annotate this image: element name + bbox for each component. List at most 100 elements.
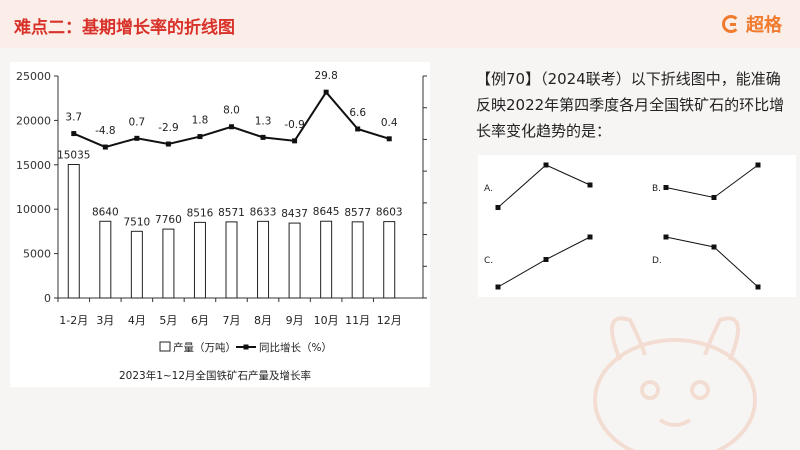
x-tick-label: 10月 xyxy=(314,314,339,327)
x-tick-label: 6月 xyxy=(191,314,209,327)
growth-point xyxy=(260,134,266,140)
bar-production xyxy=(130,230,143,299)
bar-value-label: 8603 xyxy=(376,207,403,219)
option-trend-point xyxy=(663,185,669,190)
bar-production xyxy=(99,220,112,299)
bar-value-label: 8516 xyxy=(187,207,214,219)
option-trend-point xyxy=(587,234,593,240)
x-tick-label: 7月 xyxy=(223,314,241,327)
growth-value-label: -2.9 xyxy=(158,122,179,134)
logo-text: 超格 xyxy=(746,15,782,36)
bar-production xyxy=(225,221,238,299)
option-trend-point xyxy=(495,205,501,210)
option-trend-point xyxy=(663,234,669,240)
brand-logo: 超格 xyxy=(722,11,782,37)
option-trend-line xyxy=(665,164,759,199)
option-trend-point xyxy=(711,195,717,200)
left-tick-label: 25000 xyxy=(16,70,51,83)
growth-value-label: 1.8 xyxy=(192,115,209,127)
x-tick-label: 9月 xyxy=(286,314,304,327)
growth-point xyxy=(134,135,140,141)
bar-production xyxy=(320,220,333,299)
bar-value-label: 8640 xyxy=(92,206,119,218)
option-b[interactable]: B. xyxy=(652,162,761,201)
bar-production xyxy=(383,221,396,299)
left-tick-label: 20000 xyxy=(16,114,51,127)
option-d[interactable]: D. xyxy=(652,234,761,290)
bar-production xyxy=(193,221,206,299)
bar-production xyxy=(257,220,270,299)
growth-point xyxy=(165,141,171,147)
growth-value-label: 8.0 xyxy=(223,105,240,117)
growth-value-label: 0.4 xyxy=(381,117,398,129)
option-trend-point xyxy=(711,244,717,250)
left-tick-label: 10000 xyxy=(16,203,51,216)
legend-bar-swatch xyxy=(159,341,171,352)
growth-point xyxy=(386,136,392,142)
growth-value-label: -4.8 xyxy=(95,125,116,137)
options-panel: A. B. C. D. xyxy=(478,155,796,297)
growth-value-label: 3.7 xyxy=(65,112,82,124)
option-label: B. xyxy=(652,184,661,194)
bar-value-label: 15035 xyxy=(57,149,90,161)
option-label: A. xyxy=(484,184,493,194)
x-tick-label: 3月 xyxy=(96,314,114,327)
option-label: C. xyxy=(484,256,493,266)
option-trend-line xyxy=(497,164,591,208)
option-a[interactable]: A. xyxy=(484,162,593,211)
growth-point xyxy=(323,89,329,95)
x-tick-label: 11月 xyxy=(345,314,370,327)
growth-value-label: 0.7 xyxy=(129,116,146,128)
growth-value-label: -0.9 xyxy=(284,119,305,131)
answer-options: A. B. C. D. xyxy=(484,162,761,290)
growth-point xyxy=(355,126,361,132)
bar-value-label: 8633 xyxy=(250,206,277,218)
left-tick-label: 5000 xyxy=(23,248,51,261)
legend-bar-label: 产量（万吨） xyxy=(173,341,236,354)
growth-point xyxy=(229,124,234,130)
option-c[interactable]: C. xyxy=(484,234,593,290)
legend-line-marker xyxy=(243,344,249,350)
bar-production xyxy=(288,222,301,299)
option-trend-point xyxy=(755,162,761,168)
left-tick-label: 15000 xyxy=(16,159,51,172)
x-tick-label: 5月 xyxy=(159,314,177,327)
option-label: D. xyxy=(652,256,662,266)
question-text: 【例70】（2024联考）以下折线图中，能准确反映2022年第四季度各月全国铁矿… xyxy=(476,70,785,140)
option-trend-point xyxy=(587,182,593,188)
option-trend-point xyxy=(755,284,761,290)
option-trend-point xyxy=(543,162,549,168)
bar-value-label: 8645 xyxy=(313,206,340,218)
bar-value-label: 7510 xyxy=(123,216,150,228)
bar-production xyxy=(351,221,364,299)
bar-value-label: 7760 xyxy=(155,214,182,226)
bar-production xyxy=(162,228,175,299)
x-tick-label: 4月 xyxy=(128,314,146,327)
mascot-watermark-icon xyxy=(593,316,757,450)
bar-value-label: 8577 xyxy=(344,207,371,219)
option-trend-point xyxy=(543,257,549,262)
x-tick-label: 12月 xyxy=(377,314,402,327)
x-tick-label: 8月 xyxy=(254,314,272,327)
left-tick-label: 0 xyxy=(44,292,51,305)
legend-line-label: 同比增长（%） xyxy=(259,341,332,354)
chart-title: 2023年1~12月全国铁矿石产量及增长率 xyxy=(119,369,311,382)
growth-point xyxy=(197,134,203,140)
x-tick-label: 1-2月 xyxy=(59,314,88,327)
page-title: 难点二：基期增长率的折线图 xyxy=(14,18,235,38)
growth-point xyxy=(102,144,108,150)
option-trend-point xyxy=(495,284,501,290)
growth-value-label: 29.8 xyxy=(314,70,337,82)
growth-point xyxy=(71,131,77,137)
growth-line xyxy=(73,90,390,149)
header-bar: 难点二：基期增长率的折线图 超格 xyxy=(0,0,800,48)
bar-value-label: 8571 xyxy=(218,207,245,219)
bar-value-label: 8437 xyxy=(281,208,308,220)
growth-point xyxy=(292,138,298,144)
bar-production xyxy=(67,163,80,299)
growth-value-label: 1.3 xyxy=(255,115,272,127)
growth-value-label: 6.6 xyxy=(349,107,366,119)
logo-icon xyxy=(722,15,740,33)
